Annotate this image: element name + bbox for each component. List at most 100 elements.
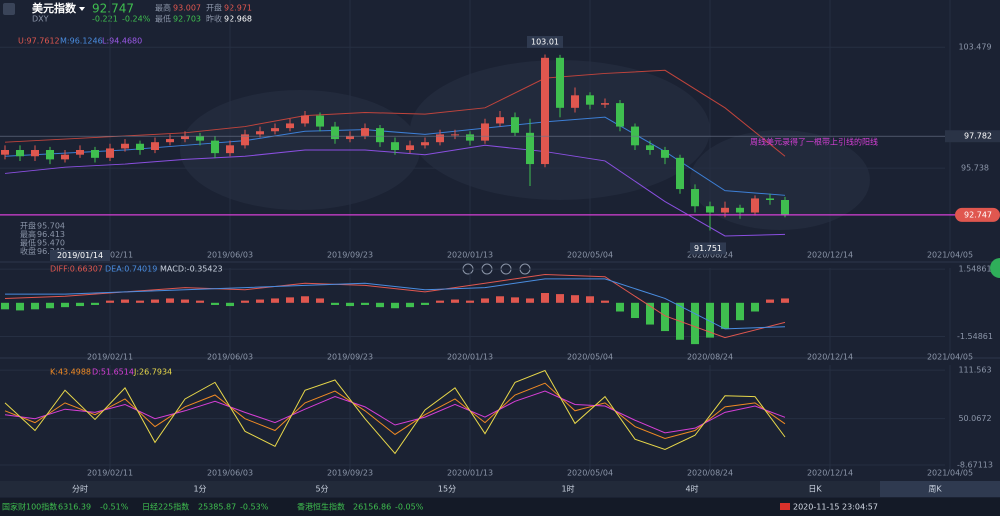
symbol-name[interactable]: 美元指数 — [32, 1, 77, 15]
ticker-value: 6316.39 — [58, 503, 91, 512]
macd-bar — [211, 302, 219, 305]
x-tick-label: 2019/09/23 — [327, 353, 373, 362]
macd-bar — [346, 302, 354, 307]
x-tick-label: 2021/04/05 — [927, 469, 973, 478]
ohlc-label: 最高 — [20, 229, 36, 239]
macd-bar — [421, 302, 429, 305]
candle-body — [151, 142, 159, 150]
macd-bar — [271, 298, 279, 303]
macd-bar — [631, 302, 639, 319]
candle-body — [451, 134, 459, 136]
x-tick-label: 2019/02/11 — [87, 353, 133, 362]
candle-body — [436, 134, 444, 143]
field-label: 最低 — [155, 14, 171, 24]
legend-entry: U:97.7612 — [18, 37, 60, 46]
candle-body — [526, 132, 534, 165]
x-tick-label: 2020/05/04 — [567, 469, 613, 478]
crosshair-price: 97.782 — [964, 132, 992, 141]
field-value: 92.968 — [224, 15, 252, 24]
tab[interactable]: 日K — [808, 485, 822, 494]
tab[interactable]: 分时 — [72, 484, 88, 494]
macd-bar — [151, 299, 159, 303]
macd-bar — [196, 300, 204, 303]
x-tick-label: 2019/09/23 — [327, 251, 373, 260]
macd-bar — [76, 302, 84, 307]
ticker-pct: -0.53% — [240, 503, 269, 512]
candle-body — [721, 207, 729, 213]
macd-bar — [226, 302, 234, 307]
candle-body — [481, 123, 489, 141]
x-tick-label: 2020/12/14 — [807, 469, 853, 478]
candle-body — [181, 135, 189, 140]
candle-body — [406, 145, 414, 150]
kdj-line — [4, 369, 786, 455]
symbol-code: DXY — [32, 15, 49, 24]
candle-body — [376, 128, 384, 143]
ticker-value: 26156.86 — [353, 503, 391, 512]
candle-body — [586, 95, 594, 105]
macd-bar — [331, 302, 339, 305]
tab[interactable]: 1分 — [193, 485, 206, 494]
macd-bar — [766, 299, 774, 303]
low-box — [690, 242, 726, 255]
candle-body — [136, 143, 144, 150]
candle-body — [76, 150, 84, 155]
x-tick-label: 2020/08/24 — [687, 469, 733, 478]
candle-body — [646, 145, 654, 150]
candle-body — [331, 126, 339, 140]
macd-bar — [301, 296, 309, 303]
candle-body — [31, 150, 39, 157]
legend-entry: DEA:0.74019 — [105, 265, 157, 274]
candle-body — [46, 150, 54, 160]
macd-bar — [361, 302, 369, 305]
candle-body — [256, 131, 264, 135]
band-mid — [4, 116, 786, 196]
x-tick-label: 2019/06/03 — [207, 353, 253, 362]
candle-body — [691, 189, 699, 207]
y-tick-label: 111.563 — [958, 366, 991, 375]
y-tick-label: 1.54861 — [958, 265, 991, 274]
macd-bar — [316, 298, 324, 303]
tab[interactable]: 1时 — [561, 484, 574, 494]
ohlc-value: 95.470 — [37, 239, 65, 248]
symbol-icon[interactable] — [3, 3, 15, 15]
tab[interactable]: 15分 — [438, 485, 456, 494]
x-tick-label: 2020/08/24 — [687, 251, 733, 260]
candle-body — [781, 200, 789, 215]
candle-body — [766, 198, 774, 200]
ticker-name: 香港恒生指数 — [297, 502, 345, 512]
tab[interactable]: 4时 — [685, 484, 698, 494]
world-map — [180, 60, 870, 230]
x-tick-label: 2020/05/04 — [567, 251, 613, 260]
candle-body — [556, 57, 564, 108]
candle-body — [496, 117, 504, 124]
tab[interactable]: 5分 — [315, 485, 328, 494]
candle-body — [421, 142, 429, 146]
macd-bar — [571, 295, 579, 303]
ohlc-value: 96.413 — [37, 230, 65, 239]
dea-line — [5, 278, 786, 330]
macd-bar — [601, 300, 609, 303]
last-price: 92.747 — [964, 210, 992, 219]
macd-bar — [286, 297, 294, 303]
ohlc-value: 95.704 — [37, 222, 65, 231]
macd-bar — [46, 302, 54, 309]
candle-body — [601, 103, 609, 105]
dropdown-arrow[interactable] — [79, 7, 85, 11]
macd-bar — [136, 300, 144, 303]
candle-body — [16, 150, 24, 157]
macd-bar — [466, 300, 474, 303]
band-upper — [4, 69, 786, 157]
kdj-line — [4, 390, 786, 434]
field-label: 昨收 — [206, 14, 222, 24]
y-tick-label: 103.479 — [958, 43, 991, 52]
candle-body — [1, 150, 9, 155]
tab[interactable]: 周K — [928, 485, 942, 494]
macd-bar — [391, 302, 399, 309]
macd-bar — [16, 302, 24, 311]
ticker-pct: -0.51% — [100, 503, 129, 512]
side-button[interactable] — [990, 258, 1000, 278]
field-label: 开盘 — [206, 3, 222, 13]
y-tick-label: 95.738 — [961, 164, 989, 173]
